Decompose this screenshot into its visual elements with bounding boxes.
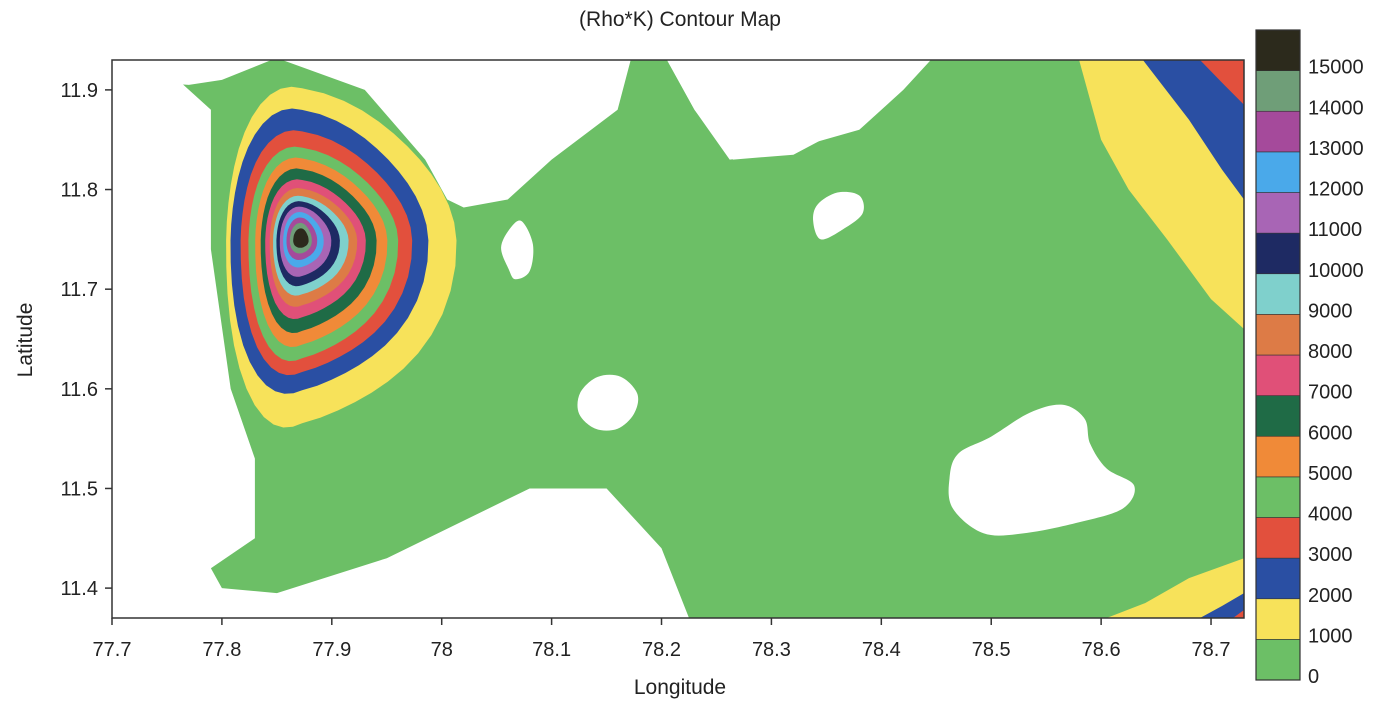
x-tick-label: 77.7 <box>93 639 132 661</box>
legend-label: 6000 <box>1308 422 1353 444</box>
blank-region-north-mid-clear <box>667 60 904 160</box>
legend-label: 10000 <box>1308 260 1364 282</box>
legend-swatch-1000 <box>1255 598 1301 640</box>
x-axis-label: Longitude <box>634 676 726 699</box>
contour-band-northeast-2000 <box>1142 60 1244 200</box>
blank-region-hole-c <box>577 374 639 431</box>
x-tick-label: 77.9 <box>312 639 351 661</box>
legend-swatch-7000 <box>1255 354 1301 396</box>
color-legend: 0 1000 2000 3000 4000 5000 6000 7000 8000 9000 100… <box>1255 29 1364 688</box>
legend-label: 8000 <box>1308 341 1353 363</box>
legend-swatch-12000 <box>1255 151 1301 193</box>
legend-label: 4000 <box>1308 504 1353 526</box>
legend-swatch-4000 <box>1255 476 1301 518</box>
legend-swatch-14000 <box>1255 70 1301 112</box>
x-tick-label: 77.8 <box>202 639 241 661</box>
y-tick-label: 11.6 <box>61 379 98 401</box>
blank-region-hole-d <box>948 404 1135 536</box>
legend-frame <box>1255 29 1301 681</box>
y-tick-label: 11.5 <box>61 478 98 500</box>
legend-label: 5000 <box>1308 463 1353 485</box>
x-tick-label: 78.7 <box>1192 639 1231 661</box>
x-tick-label: 78.6 <box>1082 639 1121 661</box>
legend-swatch-8000 <box>1255 314 1301 356</box>
y-tick-label: 11.7 <box>61 279 98 301</box>
legend-label: 14000 <box>1308 97 1364 119</box>
legend-label: 7000 <box>1308 382 1353 404</box>
legend-label: 12000 <box>1308 179 1364 201</box>
legend-swatch-0 <box>1255 639 1301 681</box>
legend-label: 2000 <box>1308 585 1353 607</box>
legend-label: 1000 <box>1308 625 1353 647</box>
blank-region-hole-b <box>813 191 864 240</box>
x-tick-label: 78.5 <box>972 639 1011 661</box>
legend-swatch-15000 <box>1255 29 1301 71</box>
x-tick-label: 78.2 <box>642 639 681 661</box>
legend-label: 9000 <box>1308 300 1353 322</box>
contour-band-southeast-1000 <box>1106 558 1244 618</box>
y-tick-label: 11.4 <box>61 578 98 600</box>
blank-region-north-west-clear <box>112 60 1244 208</box>
x-tick-label: 78.3 <box>752 639 791 661</box>
chart-title: (Rho*K) Contour Map <box>579 8 781 31</box>
legend-swatch-5000 <box>1255 435 1301 478</box>
contour-band-northeast-3000 <box>1200 60 1244 105</box>
x-axis: 77.7 77.8 77.9 78 78.1 78.2 78.3 78.4 78.5 78.6 78… <box>93 618 1231 661</box>
legend-swatch-11000 <box>1255 192 1301 234</box>
legend-label: 3000 <box>1308 544 1353 566</box>
y-tick-label: 11.8 <box>61 180 98 202</box>
legend-swatch-3000 <box>1255 517 1301 559</box>
x-tick-label: 78.1 <box>532 639 571 661</box>
y-tick-label: 11.9 <box>61 80 98 102</box>
legend-label: 15000 <box>1308 57 1364 79</box>
legend-swatch-13000 <box>1255 110 1301 153</box>
contour-ring-15000 <box>293 228 309 248</box>
y-axis: 11.4 11.5 11.6 11.7 11.8 11.9 <box>61 80 112 600</box>
y-axis-label: Latitude <box>14 303 37 378</box>
legend-label: 0 <box>1308 666 1319 688</box>
contour-band-southeast-2000 <box>1200 593 1244 618</box>
blank-region-hole-a <box>501 220 534 280</box>
legend-swatch-10000 <box>1255 232 1301 275</box>
legend-swatch-2000 <box>1255 557 1301 600</box>
legend-label: 11000 <box>1308 219 1362 241</box>
plot-area <box>112 60 1244 618</box>
plot-frame <box>111 59 1245 619</box>
blank-region-west-clear <box>112 65 689 618</box>
x-tick-label: 78.4 <box>862 639 901 661</box>
legend-swatch-6000 <box>1255 395 1301 437</box>
legend-label: 13000 <box>1308 138 1364 160</box>
legend-swatch-9000 <box>1255 273 1301 315</box>
contour-band-southeast-3000 <box>1233 610 1244 618</box>
x-tick-label: 78 <box>431 639 453 661</box>
